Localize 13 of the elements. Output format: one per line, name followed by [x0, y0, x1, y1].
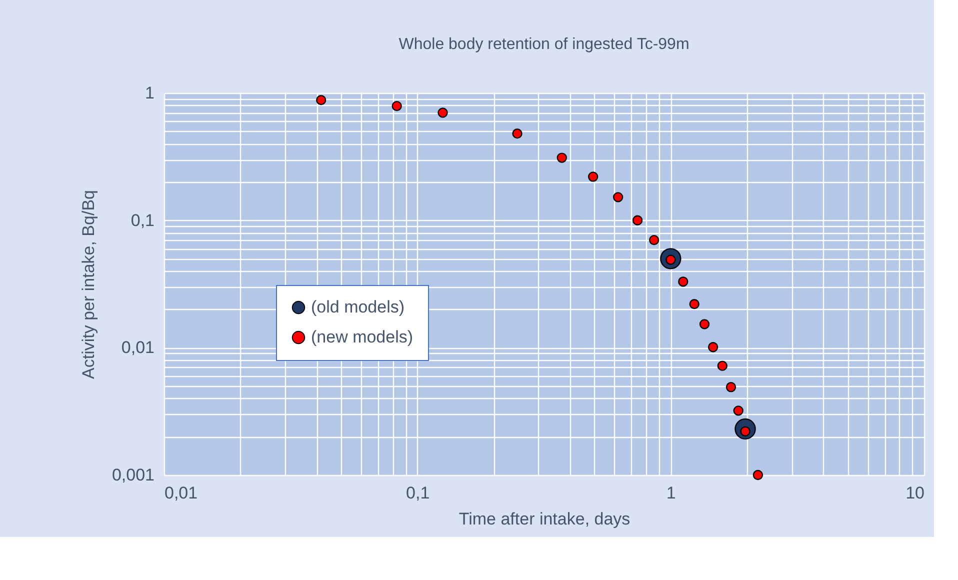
x-tick-label: 10 — [906, 484, 924, 502]
y-tick-label: 0,01 — [121, 338, 154, 358]
x-tick-label: 0,01 — [164, 484, 198, 502]
legend-label: (old models) — [311, 298, 405, 316]
chart-title: Whole body retention of ingested Tc-99m — [398, 36, 690, 53]
y-tick-label: 0,001 — [112, 466, 154, 484]
legend-label: (new models) — [311, 328, 414, 346]
x-tick-label: 1 — [666, 484, 676, 502]
y-axis-title: Activity per intake, Bq/Bq — [78, 190, 98, 379]
y-tick-label: 0,1 — [130, 210, 154, 230]
x-tick-label: 0,1 — [406, 484, 430, 502]
x-axis-title: Time after intake, days — [458, 510, 630, 528]
y-tick-label: 1 — [145, 84, 154, 102]
